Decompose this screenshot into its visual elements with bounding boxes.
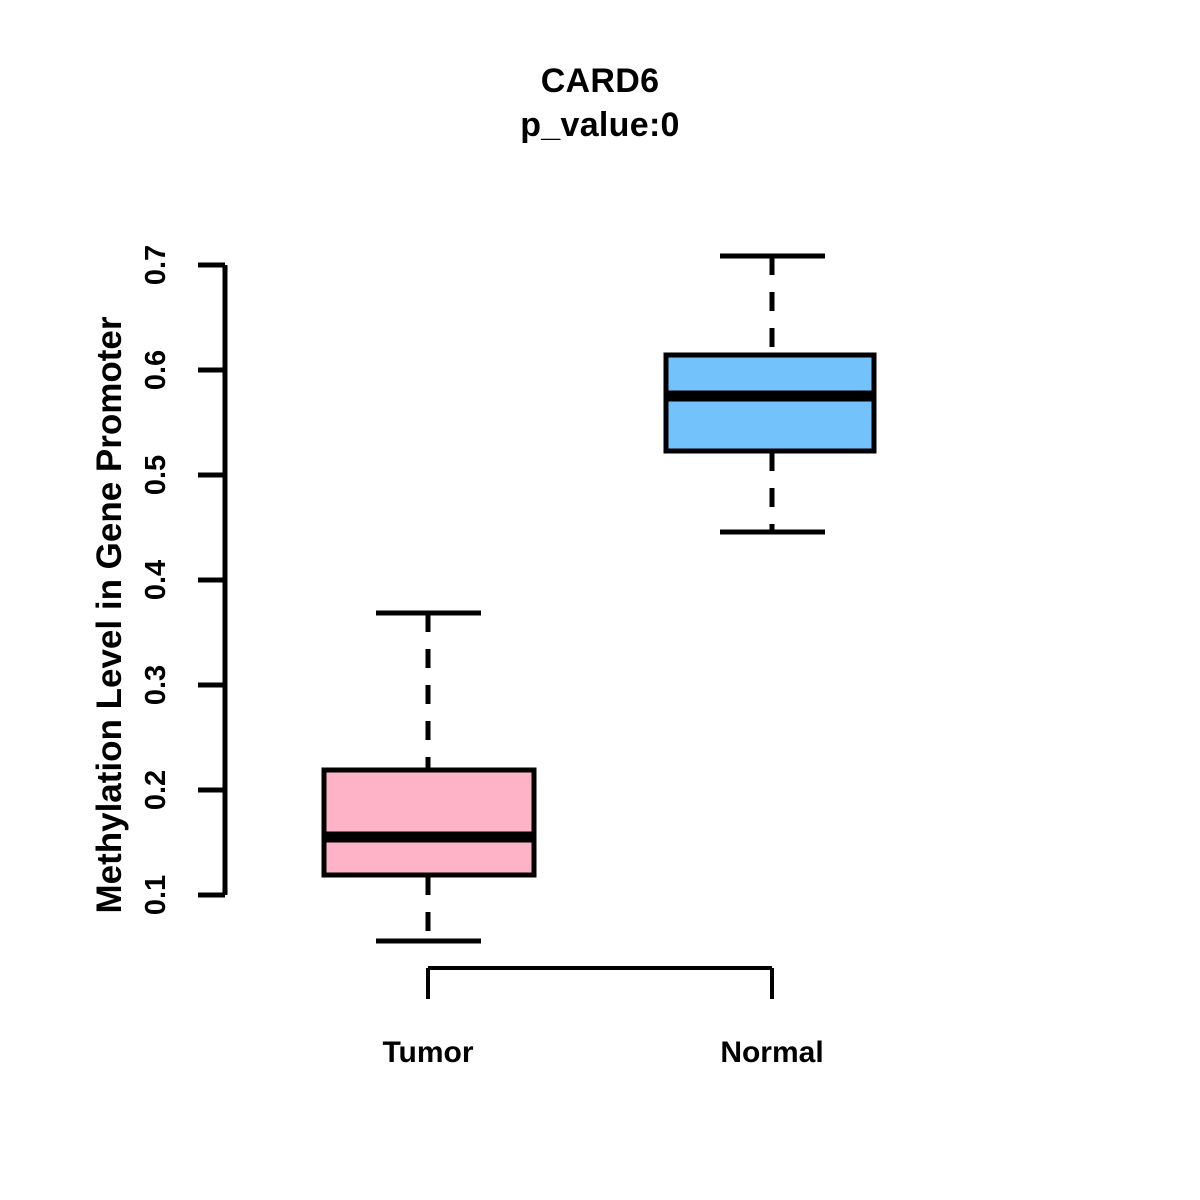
- y-axis: [198, 262, 228, 898]
- y-axis-label: Methylation Level in Gene Promoter: [90, 316, 129, 914]
- y-tick-label-0.7: 0.7: [140, 244, 172, 286]
- y-tick-label-0.3: 0.3: [140, 664, 172, 706]
- y-tick-label-0.1: 0.1: [140, 874, 172, 916]
- y-tick-label-0.4: 0.4: [140, 559, 172, 601]
- box-normal: [663, 253, 877, 535]
- y-tick-label-0.6: 0.6: [140, 349, 172, 391]
- x-tick-label-normal: Normal: [720, 1036, 824, 1069]
- box-tumor: [321, 610, 537, 944]
- tumor-box-rect: [321, 767, 537, 878]
- y-tick-label-0.2: 0.2: [140, 769, 172, 811]
- y-tick-label-0.5: 0.5: [140, 454, 172, 496]
- x-axis: [426, 966, 774, 999]
- x-tick-label-tumor: Tumor: [382, 1036, 474, 1069]
- normal-box-rect: [663, 352, 877, 454]
